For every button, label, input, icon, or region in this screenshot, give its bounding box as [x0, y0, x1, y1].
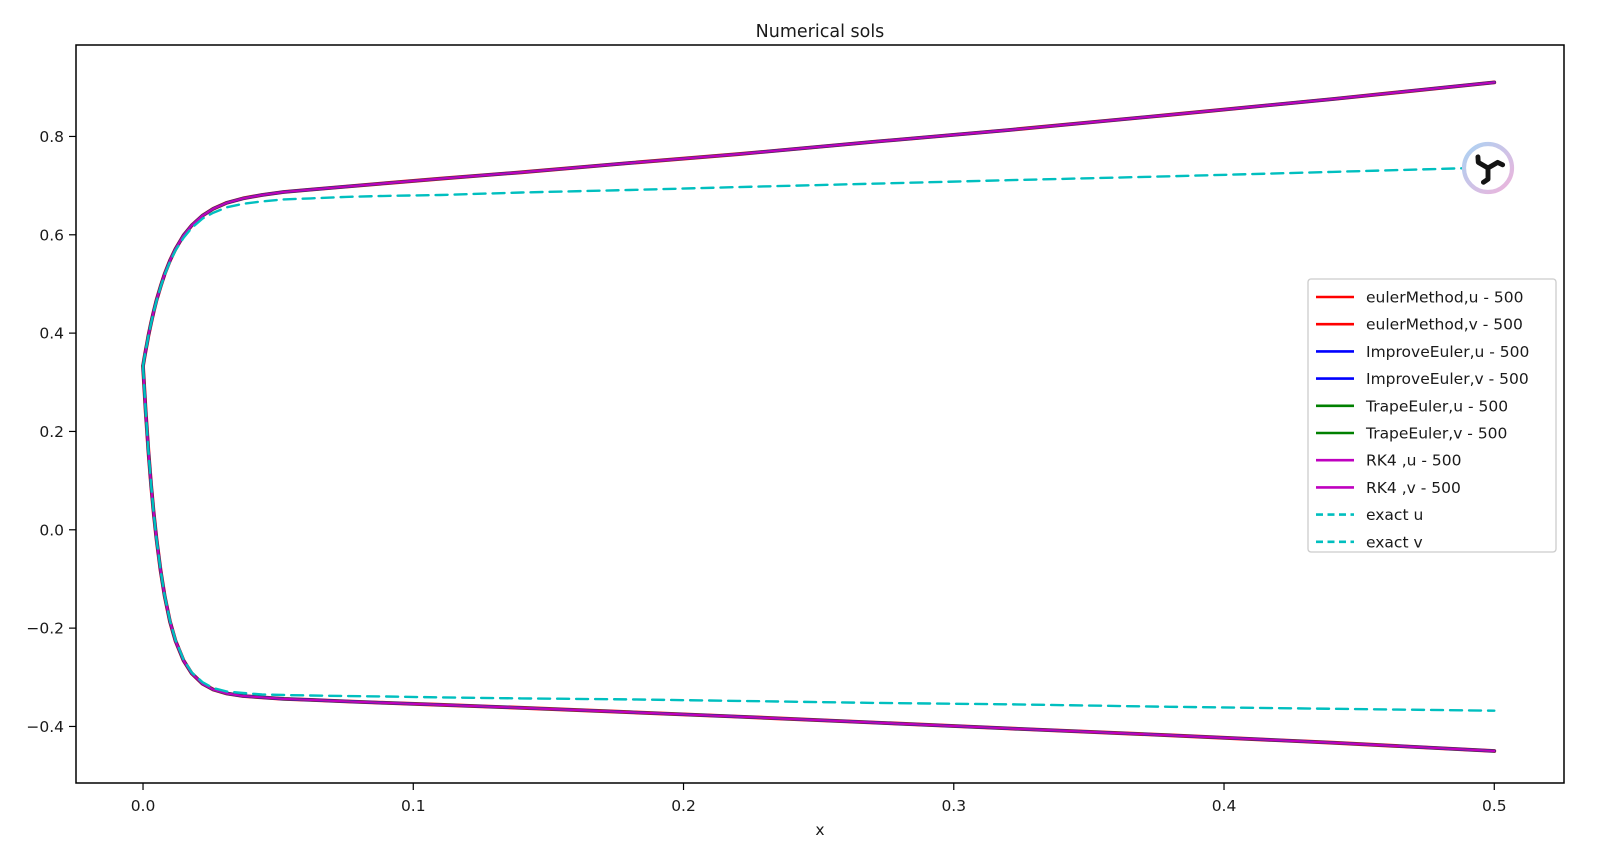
legend-box	[1307, 278, 1557, 553]
legend-label: exact v	[1366, 533, 1423, 551]
series-line-exact-v	[141, 364, 1496, 712]
chart-title: Numerical sols	[756, 22, 885, 42]
series-line-improveeuler-v-500	[141, 364, 1496, 753]
legend-label: TrapeEuler,u - 500	[1365, 397, 1508, 415]
x-tick-label: 0.3	[941, 797, 966, 815]
legend-entry: ImproveEuler,u - 500	[1316, 343, 1529, 361]
legend-entries: eulerMethod,u - 500 eulerMethod,v - 500 Im…	[1316, 289, 1529, 551]
series-line-rk4-u-500	[141, 81, 1496, 368]
legend-label: eulerMethod,u - 500	[1366, 289, 1524, 307]
x-axis-label: x	[815, 821, 824, 839]
logo-triskelion-icon	[1475, 154, 1506, 185]
x-tick-label: 0.1	[401, 797, 426, 815]
y-tick-label: 0.6	[39, 226, 64, 244]
series-line-eulermethod-v-500	[141, 364, 1497, 753]
y-tick-label: 0.4	[39, 325, 64, 343]
series-line-trapeeuler-v-500	[141, 364, 1496, 753]
legend-entry: RK4 ,v - 500	[1316, 479, 1461, 497]
legend-entry: RK4 ,u - 500	[1316, 452, 1462, 470]
legend-label: TrapeEuler,v - 500	[1365, 425, 1507, 443]
legend-label: ImproveEuler,v - 500	[1366, 370, 1529, 388]
legend-label: ImproveEuler,u - 500	[1366, 343, 1529, 361]
y-tick-label: −0.2	[26, 620, 64, 638]
y-axis: −0.4 −0.2 0.0 0.2 0.4 0.6 0.8	[26, 128, 76, 736]
y-tick-label: 0.8	[39, 128, 64, 146]
plot-series	[141, 80, 1497, 753]
x-axis: 0.0 0.1 0.2 0.3 0.4 0.5	[131, 783, 1507, 815]
legend-entry: TrapeEuler,u - 500	[1316, 397, 1508, 415]
legend-label: eulerMethod,v - 500	[1366, 316, 1523, 334]
legend-label: RK4 ,v - 500	[1366, 479, 1461, 497]
legend-label: exact u	[1366, 506, 1423, 524]
x-tick-label: 0.0	[131, 797, 156, 815]
legend: eulerMethod,u - 500 eulerMethod,v - 500 Im…	[1307, 278, 1557, 553]
legend-entry: eulerMethod,v - 500	[1316, 316, 1523, 334]
legend-entry: exact u	[1316, 506, 1423, 524]
x-tick-label: 0.4	[1212, 797, 1237, 815]
y-tick-label: −0.4	[26, 718, 64, 736]
legend-entry: ImproveEuler,v - 500	[1316, 370, 1529, 388]
legend-entry: eulerMethod,u - 500	[1316, 289, 1524, 307]
series-line-trapeeuler-u-500	[141, 81, 1496, 368]
plot-area-border	[75, 44, 1565, 784]
legend-entry: exact v	[1316, 533, 1423, 551]
y-tick-label: 0.0	[39, 521, 64, 539]
series-line-exact-u	[141, 166, 1496, 368]
legend-label: RK4 ,u - 500	[1366, 452, 1462, 470]
x-tick-label: 0.5	[1482, 797, 1507, 815]
y-tick-label: 0.2	[39, 423, 64, 441]
series-line-eulermethod-u-500	[141, 80, 1497, 369]
series-line-improveeuler-u-500	[141, 80, 1496, 368]
watermark-logo	[1461, 141, 1515, 195]
legend-entry: TrapeEuler,v - 500	[1316, 425, 1507, 443]
series-line-rk4-v-500	[141, 364, 1496, 753]
x-tick-label: 0.2	[671, 797, 696, 815]
